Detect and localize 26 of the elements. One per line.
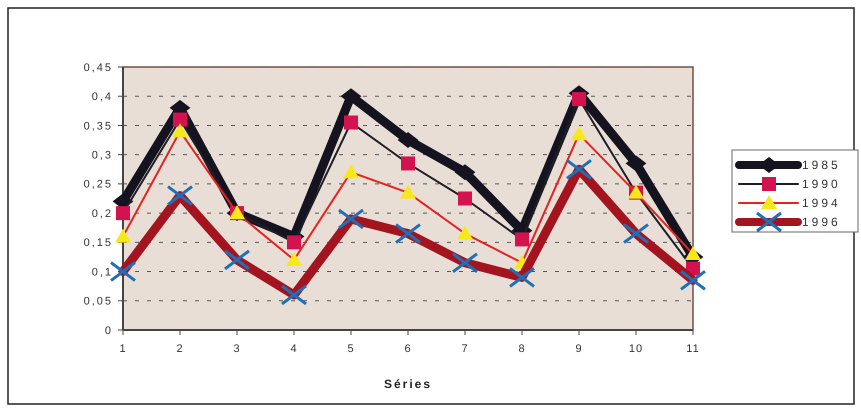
legend-label: 1994 (802, 196, 841, 210)
x-tick-label: 11 (686, 343, 700, 355)
x-tick-label: 1 (119, 343, 127, 355)
y-tick-label: 0,15 (84, 237, 113, 250)
legend-label: 1985 (802, 158, 841, 172)
x-tick-label: 3 (233, 343, 241, 355)
y-tick-label: 0,35 (84, 120, 113, 132)
x-tick-label: 5 (347, 343, 355, 355)
legend-label: 1996 (802, 215, 841, 230)
x-tick-label: 6 (404, 343, 412, 355)
y-tick-label: 0,05 (84, 296, 113, 308)
x-tick-label: 2 (176, 343, 184, 355)
y-tick-label: 0,1 (92, 266, 113, 278)
y-tick-label: 0,2 (92, 208, 113, 220)
y-tick-label: 0 (104, 324, 113, 337)
x-tick-label: 10 (628, 343, 644, 355)
y-tick-label: 0,4 (92, 91, 113, 104)
x-axis-title: Séries (384, 377, 432, 391)
y-tick-label: 0,25 (84, 178, 113, 191)
x-tick-label: 7 (461, 343, 469, 355)
y-tick-label: 0,3 (92, 150, 113, 162)
x-tick-label: 9 (575, 343, 583, 355)
x-tick-label: 4 (290, 343, 298, 355)
x-tick-label: 8 (518, 343, 526, 355)
y-tick-label: 0,45 (84, 62, 113, 74)
legend-label: 1990 (802, 177, 841, 192)
